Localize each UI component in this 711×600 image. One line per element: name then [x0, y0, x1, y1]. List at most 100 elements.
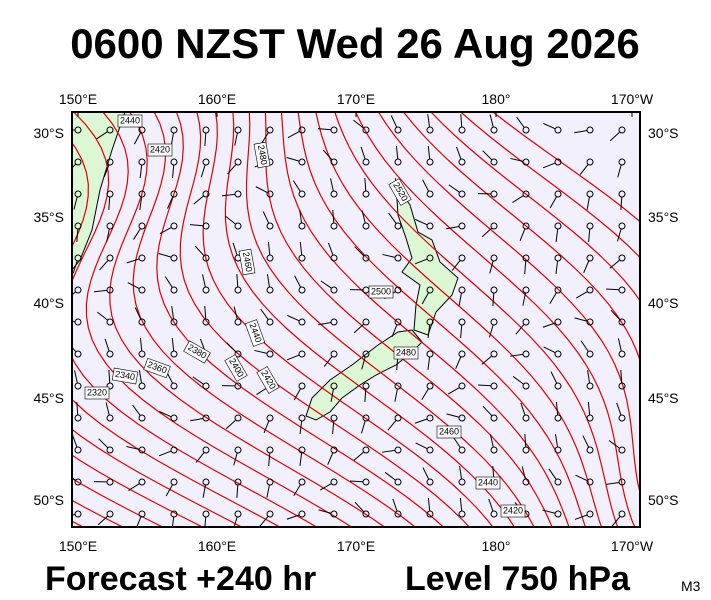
- barb-shaft: [72, 434, 78, 448]
- barb-shaft: [459, 498, 463, 512]
- barb-shaft: [318, 509, 332, 514]
- barb-station: [74, 382, 82, 390]
- barb-station: [362, 382, 370, 390]
- barb-station: [458, 414, 466, 422]
- barb-station: [266, 222, 274, 230]
- barb-shaft: [139, 338, 143, 352]
- barb-shaft: [549, 292, 557, 304]
- lat-label-left: 45°S: [33, 390, 64, 406]
- barb-station: [330, 254, 338, 262]
- barb-shaft: [190, 418, 204, 422]
- barb-shaft: [94, 289, 108, 293]
- contour-label-box: [183, 340, 211, 364]
- lat-label-right: 35°S: [648, 209, 679, 225]
- barb-shaft: [579, 164, 589, 175]
- barb-station: [74, 510, 82, 518]
- contour-line: [459, 112, 640, 259]
- barb-station: [106, 190, 114, 198]
- barb-shaft: [299, 420, 303, 434]
- barb-shaft: [226, 342, 237, 353]
- barb-station: [234, 286, 242, 294]
- barb-shaft: [319, 483, 332, 491]
- barb-shaft: [586, 196, 590, 210]
- barb-station: [138, 158, 146, 166]
- barb-shaft: [233, 452, 238, 466]
- barb-station: [202, 158, 210, 166]
- barb-shaft: [488, 324, 494, 338]
- barb-shaft: [190, 224, 204, 227]
- lon-label-top: 160°E: [198, 91, 236, 107]
- lat-label-right: 50°S: [648, 492, 679, 508]
- barb-shaft: [427, 356, 431, 370]
- barb-shaft: [126, 445, 140, 450]
- barb-shaft: [555, 228, 559, 242]
- barb-shaft: [318, 322, 332, 326]
- barb-station: [618, 158, 626, 166]
- barb-shaft: [158, 450, 172, 457]
- barb-station: [490, 446, 498, 454]
- lat-label-right: 45°S: [648, 390, 679, 406]
- barb-station: [234, 446, 242, 454]
- lat-label-right: 30°S: [648, 125, 679, 141]
- contour-label: 2460: [436, 425, 462, 439]
- barb-shaft: [73, 196, 78, 210]
- barb-station: [554, 382, 562, 390]
- barb-station: [266, 478, 274, 486]
- barb-shaft: [202, 484, 206, 498]
- barb-station: [586, 414, 594, 422]
- barb-station: [490, 254, 498, 262]
- barb-shaft: [97, 515, 109, 526]
- lon-label-bottom: 170°W: [611, 538, 654, 554]
- barb-shaft: [447, 387, 460, 395]
- contour-label-text: 2460: [241, 251, 254, 272]
- contour-line: [354, 112, 636, 527]
- contour-label-box: [244, 319, 266, 347]
- barb-station: [234, 190, 242, 198]
- barb-shaft: [549, 196, 557, 209]
- barb-shaft: [587, 402, 591, 416]
- barb-shaft: [159, 227, 172, 235]
- barb-shaft: [139, 164, 143, 178]
- barb-station: [330, 478, 338, 486]
- barb-station: [202, 190, 210, 198]
- barb-shaft: [293, 484, 301, 496]
- barb-shaft: [225, 419, 237, 430]
- barb-station: [138, 350, 146, 358]
- barb-station: [490, 414, 498, 422]
- barb-shaft: [232, 242, 238, 256]
- barb-station: [202, 254, 210, 262]
- barb-shaft: [227, 163, 237, 175]
- barb-shaft: [446, 413, 460, 418]
- barb-shaft: [332, 420, 335, 434]
- contour-label-text: 2480: [256, 144, 269, 165]
- barb-shaft: [330, 178, 334, 192]
- barb-shaft: [609, 131, 621, 142]
- barb-station: [586, 254, 594, 262]
- barb-shaft: [574, 130, 588, 134]
- barb-station: [586, 158, 594, 166]
- barb-station: [426, 190, 434, 198]
- barb-shaft: [192, 376, 204, 385]
- barb-shaft: [353, 119, 364, 129]
- barb-station: [330, 222, 338, 230]
- contour-line: [297, 112, 586, 527]
- barb-station: [394, 414, 402, 422]
- barb-shaft: [460, 114, 463, 128]
- contour-label: 2480: [253, 141, 271, 169]
- barb-shaft: [555, 402, 559, 416]
- barb-station: [234, 222, 242, 230]
- barb-station: [586, 318, 594, 326]
- map-labels: 150°E 150°E 160°E 160°E 170°E 170°E 180° 180° 17…: [33, 91, 678, 554]
- contour-line: [377, 112, 640, 496]
- barb-shaft: [617, 338, 622, 352]
- barb-shaft: [138, 370, 143, 384]
- barb-shaft: [72, 163, 77, 169]
- barb-shaft: [204, 306, 207, 320]
- barb-station: [362, 318, 370, 326]
- barb-station: [458, 510, 466, 518]
- barb-station: [586, 446, 594, 454]
- barb-station: [458, 382, 466, 390]
- barb-station: [74, 126, 82, 134]
